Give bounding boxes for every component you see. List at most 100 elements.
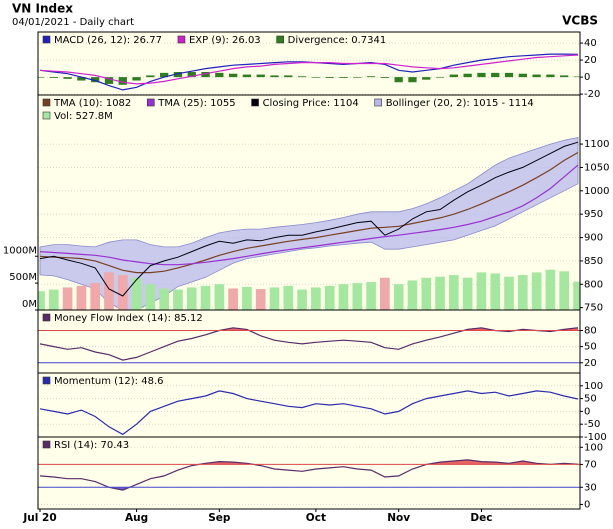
volume-bar xyxy=(90,283,101,310)
legend-swatch xyxy=(276,35,284,44)
divergence-bar xyxy=(449,74,458,78)
divergence-bar xyxy=(270,75,279,78)
volume-bar xyxy=(407,280,418,310)
volume-bar xyxy=(297,289,307,310)
y-tick-label: 20 xyxy=(584,55,597,66)
volume-bar xyxy=(228,288,238,310)
y-tick-label: 900 xyxy=(584,233,603,244)
divergence-bar xyxy=(477,72,486,78)
divergence-bar xyxy=(573,76,580,78)
y-tick-label: 1000 xyxy=(584,186,609,197)
volume-bar xyxy=(117,275,128,310)
divergence-bar xyxy=(63,77,72,79)
x-tick-label: Jul 20 xyxy=(22,512,56,524)
divergence-bar xyxy=(546,74,555,78)
volume-bar xyxy=(269,287,280,310)
volume-bar xyxy=(186,287,197,310)
y-tick-label: 0 xyxy=(584,499,590,510)
volume-bar xyxy=(131,277,142,310)
volume-bar xyxy=(62,287,73,310)
panel-background xyxy=(38,437,580,509)
legend-label: Bollinger (20, 2): 1015 - 1114 xyxy=(386,98,534,109)
volume-bar xyxy=(311,287,321,310)
divergence-bar xyxy=(339,77,348,78)
legend-swatch xyxy=(251,98,259,107)
divergence-bar xyxy=(422,77,431,80)
y-tick-label: 850 xyxy=(584,256,603,267)
y-tick-label: 30 xyxy=(584,482,597,493)
legend-label: Divergence: 0.7341 xyxy=(288,35,387,46)
divergence-bar xyxy=(518,73,527,78)
panel-border xyxy=(37,436,581,510)
volume-bar xyxy=(462,277,473,310)
divergence-bar xyxy=(132,77,141,81)
y2-tick-label: 500M xyxy=(9,272,37,283)
y2-tick-label: 1000M xyxy=(3,245,37,256)
legend-swatch xyxy=(146,98,155,107)
divergence-bar xyxy=(146,75,155,78)
divergence-bar xyxy=(325,77,334,78)
series-line xyxy=(39,151,579,274)
plot-area xyxy=(38,385,580,437)
divergence-bar xyxy=(284,75,293,78)
legend-label: Vol: 527.8M xyxy=(54,111,113,122)
divergence-bar xyxy=(297,76,307,78)
chart-subtitle: 04/01/2021 - Daily chart xyxy=(12,17,134,28)
series-line xyxy=(39,327,579,361)
legend-swatch xyxy=(42,313,51,322)
y-tick-label: -20 xyxy=(584,89,600,100)
divergence-bar xyxy=(394,77,403,83)
overbought-fill xyxy=(198,459,578,465)
x-tick-label: Oct xyxy=(306,512,326,524)
divergence-bar xyxy=(353,77,362,78)
divergence-bar xyxy=(435,77,445,78)
divergence-bar xyxy=(242,74,252,78)
series-line xyxy=(39,54,579,85)
volume-bar xyxy=(393,284,404,310)
legend-label: RSI (14): 70.43 xyxy=(54,440,129,451)
y-tick-label: -100 xyxy=(584,432,607,443)
volume-bar xyxy=(200,285,211,310)
x-tick-label: Nov xyxy=(387,512,410,524)
plot-area xyxy=(38,137,580,310)
volume-bar xyxy=(490,273,501,310)
divergence-bar xyxy=(256,74,265,78)
volume-bar xyxy=(283,285,294,310)
divergence-bar xyxy=(49,77,58,78)
divergence-bar xyxy=(408,77,417,83)
divergence-bar xyxy=(532,74,541,78)
y-tick-label: 40 xyxy=(584,38,597,49)
legend-label: Closing Price: 1104 xyxy=(263,98,359,109)
y-tick-label: 80 xyxy=(584,325,597,336)
volume-bar xyxy=(255,289,266,310)
y-tick-label: 20 xyxy=(584,358,597,369)
volume-bar xyxy=(214,284,225,310)
volume-bar xyxy=(545,269,556,310)
volume-bar xyxy=(449,275,459,310)
y2-tick-label: 0M xyxy=(22,299,37,310)
volume-bar xyxy=(366,282,376,310)
volume-bar xyxy=(76,285,87,310)
bollinger-band xyxy=(39,137,579,310)
divergence-bar xyxy=(77,77,86,81)
divergence-bar xyxy=(201,72,210,78)
y-tick-label: 50 xyxy=(584,342,597,353)
volume-bar xyxy=(380,277,390,310)
volume-bar xyxy=(573,281,580,310)
divergence-bar xyxy=(173,72,183,78)
y-tick-label: 50 xyxy=(584,394,597,405)
legend-label: EXP (9): 26.03 xyxy=(189,35,261,46)
plot-area xyxy=(38,42,580,95)
divergence-bar xyxy=(38,77,45,78)
volume-bar xyxy=(38,291,45,310)
y-tick-label: 100 xyxy=(584,381,603,392)
divergence-bar xyxy=(380,77,390,78)
y-tick-label: 100 xyxy=(584,442,603,453)
source: VCBS xyxy=(562,14,598,28)
y-tick-label: 1050 xyxy=(584,162,609,173)
divergence-bar xyxy=(91,77,100,83)
divergence-bar xyxy=(463,73,472,78)
y-tick-label: 1100 xyxy=(584,139,609,150)
series-line xyxy=(39,390,579,436)
